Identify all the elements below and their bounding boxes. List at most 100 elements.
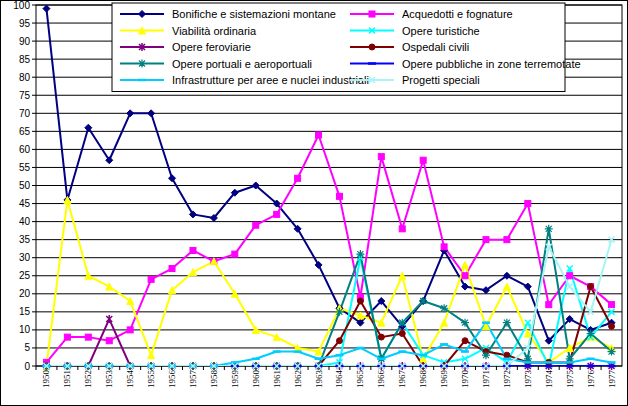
- point: [545, 359, 552, 366]
- point: [378, 334, 384, 340]
- point: [85, 363, 91, 369]
- tick-mark: [329, 366, 330, 370]
- tick-label: 85: [19, 54, 31, 65]
- tick-label: 1951: [62, 370, 72, 388]
- point: [399, 320, 405, 326]
- tick-label: 1967: [397, 370, 407, 389]
- legend-swatch: [350, 63, 394, 65]
- tick-label: 10: [19, 324, 31, 335]
- point: [273, 350, 281, 353]
- point: [588, 284, 594, 290]
- point: [399, 226, 405, 232]
- point: [295, 362, 301, 370]
- tick-label: 1968: [418, 370, 428, 389]
- point: [253, 362, 259, 370]
- tick-mark: [224, 366, 225, 370]
- tick-label: 90: [19, 36, 31, 47]
- tick-label: 1974: [544, 370, 554, 389]
- point: [169, 363, 175, 369]
- tick-mark: [601, 366, 602, 370]
- point: [231, 362, 239, 370]
- tick-mark: [203, 366, 204, 370]
- point: [335, 308, 343, 316]
- tick-label: 1954: [125, 370, 135, 389]
- tick-mark: [32, 95, 36, 96]
- point: [462, 362, 468, 370]
- tick-label: 1973: [523, 370, 533, 389]
- tick-label: 1969: [439, 370, 449, 389]
- point: [106, 363, 112, 369]
- point: [546, 362, 552, 370]
- point: [210, 362, 218, 370]
- point: [148, 276, 154, 282]
- point: [356, 250, 364, 258]
- point: [524, 365, 532, 368]
- tick-mark: [98, 366, 99, 370]
- tick-mark: [580, 366, 581, 370]
- tick-label: 50: [19, 180, 31, 191]
- grid-line: [36, 293, 622, 294]
- tick-label: 1955: [146, 370, 156, 389]
- point: [232, 363, 238, 369]
- point: [273, 200, 280, 207]
- point: [64, 334, 70, 340]
- point: [85, 124, 92, 131]
- point: [525, 362, 531, 370]
- point: [462, 356, 468, 362]
- point: [232, 363, 238, 369]
- point: [567, 362, 573, 370]
- tick-mark: [32, 131, 36, 132]
- point: [608, 361, 616, 364]
- point: [462, 261, 469, 268]
- point: [524, 283, 531, 290]
- point: [148, 362, 154, 370]
- legend-marker: [138, 79, 146, 82]
- tick-mark: [32, 329, 36, 330]
- point: [504, 352, 510, 358]
- point: [336, 363, 342, 369]
- tick-mark: [32, 366, 36, 367]
- tick-label: 1952: [83, 370, 93, 388]
- point: [211, 362, 217, 370]
- tick-label: 1959: [230, 370, 240, 389]
- chart: 0510152025303540455055606570758085909510…: [0, 0, 628, 406]
- point: [42, 362, 50, 370]
- point: [210, 258, 217, 265]
- point: [43, 363, 49, 369]
- point: [357, 312, 364, 319]
- point: [546, 302, 552, 308]
- point: [169, 287, 176, 294]
- point: [148, 363, 154, 369]
- point: [252, 182, 259, 189]
- legend-label: Bonifiche e sistemazioni montane: [172, 8, 336, 20]
- tick-mark: [32, 41, 36, 42]
- point: [64, 196, 71, 203]
- legend-label: Opere pubbliche in zone terremotate: [402, 58, 581, 70]
- point: [106, 283, 113, 290]
- point: [127, 362, 133, 370]
- point: [399, 272, 406, 279]
- tick-mark: [161, 366, 162, 370]
- point: [253, 222, 259, 228]
- point: [316, 363, 322, 369]
- point: [295, 363, 301, 369]
- tick-label: 65: [19, 126, 31, 137]
- tick-mark: [36, 366, 37, 370]
- tick-label: 95: [19, 18, 31, 29]
- legend-label: Viabilità ordinaria: [172, 25, 257, 37]
- point: [169, 362, 175, 370]
- point: [232, 251, 238, 257]
- tick-label: 1960: [251, 370, 261, 389]
- point: [441, 362, 447, 370]
- point: [377, 358, 385, 361]
- point: [482, 351, 490, 359]
- point: [336, 193, 342, 199]
- point: [274, 211, 280, 217]
- point: [190, 247, 196, 253]
- point: [148, 363, 154, 369]
- point: [378, 363, 384, 369]
- point: [274, 363, 280, 369]
- tick-label: 25: [19, 270, 31, 281]
- tick-mark: [245, 366, 246, 370]
- legend-label: Infrastrutture per aree e nuclei industr…: [172, 74, 369, 86]
